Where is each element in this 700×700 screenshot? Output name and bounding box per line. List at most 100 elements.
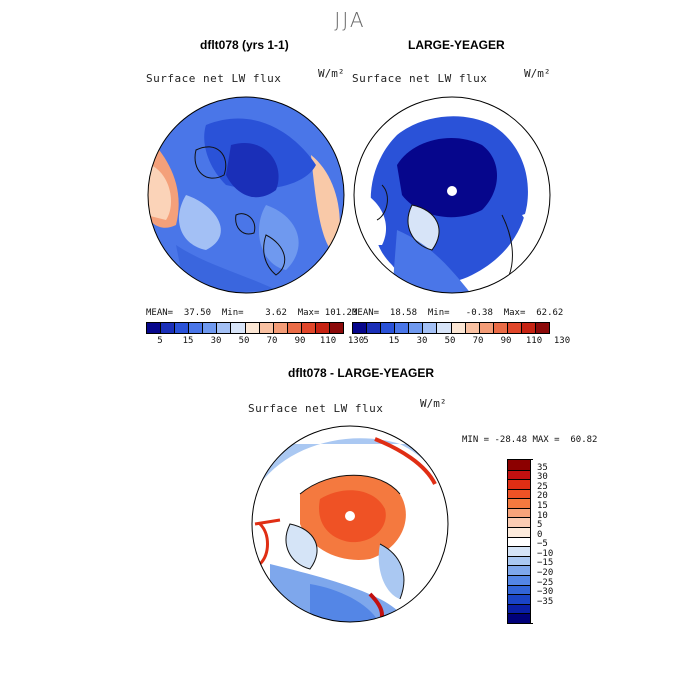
colorbar-tick-label: 50 — [238, 336, 250, 346]
panel-1-warm-region-east — [311, 155, 340, 255]
diff-panel-units: W/m² — [420, 397, 447, 410]
diff-colorbar-labels: 35 30 25 20 15 10 5 0 −5 −10 −15 −20 −25 −30 −35 — [537, 459, 577, 622]
diff-colorbar-tick-label: −25 — [537, 577, 554, 588]
diff-colorbar-cell — [507, 613, 531, 623]
diff-colorbar-cell — [507, 507, 531, 518]
panel-2-map-boundary — [353, 96, 551, 294]
diff-colorbar-cell — [507, 469, 531, 480]
diff-east-blue — [378, 544, 404, 599]
panel-1-light-region — [178, 195, 221, 250]
panel-2-units: W/m² — [524, 67, 551, 80]
colorbar-cell — [535, 323, 550, 333]
diff-colorbar-tick-label: 5 — [537, 520, 543, 531]
colorbar-cell — [329, 323, 344, 333]
diff-colorbar-tick-label: 15 — [537, 500, 548, 511]
colorbar-cell — [314, 323, 330, 333]
panel-2-polar-map — [353, 96, 551, 294]
diff-pole-hole — [345, 511, 355, 521]
panel-2-variable: Surface net LW flux — [352, 72, 488, 85]
colorbar-cell — [188, 323, 203, 333]
panel-1-title: dflt078 (yrs 1-1) — [200, 38, 289, 52]
panel-1-units: W/m² — [318, 67, 345, 80]
diff-map-boundary — [251, 425, 449, 623]
colorbar-cell — [230, 323, 245, 333]
diff-colorbar-cell — [507, 536, 531, 547]
diff-minmax: MIN = -28.48 MAX = 60.82 — [462, 435, 598, 445]
colorbar-tick-label: 130 — [347, 336, 365, 346]
diff-colorbar-tick-label: 35 — [537, 462, 548, 473]
colorbar-tick-label: 15 — [388, 336, 400, 346]
colorbar-cell — [394, 323, 409, 333]
panel-1-coastlines — [194, 146, 286, 276]
diff-colorbar-cell — [507, 498, 531, 508]
diff-atlantic-deep — [310, 584, 380, 622]
colorbar-tick-label: 90 — [294, 336, 306, 346]
colorbar-tick-label: 90 — [500, 336, 512, 346]
colorbar-cell — [300, 323, 315, 333]
panel-1-colorbar-labels: 5 15 30 50 70 90 110 130 — [146, 336, 364, 348]
colorbar-cell — [353, 323, 367, 333]
panel-2-title: LARGE-YEAGER — [408, 38, 505, 52]
diff-colorbar-tick-label: 30 — [537, 472, 548, 483]
colorbar-cell — [520, 323, 536, 333]
panel-1-map-boundary — [147, 96, 345, 294]
colorbar-cell — [160, 323, 175, 333]
panel-1-polar-map — [147, 96, 345, 294]
colorbar-tick-label: 70 — [472, 336, 484, 346]
colorbar-tick-label: 5 — [363, 336, 369, 346]
diff-warm-coast-north — [374, 437, 437, 485]
diff-polar-map — [251, 425, 449, 623]
colorbar-cell — [478, 323, 493, 333]
diff-colorbar-tick-label: −5 — [537, 539, 548, 550]
colorbar-cell — [366, 323, 381, 333]
panel-2-colorbar-labels: 5 15 30 50 70 90 110 130 — [352, 336, 570, 348]
season-title: JJA — [334, 8, 366, 32]
diff-colorbar-cell — [507, 594, 531, 604]
colorbar-cell — [174, 323, 189, 333]
diff-colorbar — [507, 459, 533, 624]
diff-colorbar-cell — [507, 517, 531, 528]
colorbar-cell — [286, 323, 301, 333]
panel-2-pole-hole — [447, 186, 457, 196]
diff-colorbar-tick-label: −10 — [537, 548, 554, 559]
colorbar-tick-label: 5 — [157, 336, 163, 346]
colorbar-tick-label: 70 — [266, 336, 278, 346]
colorbar-tick-label: 110 — [525, 336, 543, 346]
colorbar-cell — [506, 323, 521, 333]
colorbar-cell — [436, 323, 451, 333]
diff-warm-coast — [254, 518, 281, 566]
panel-2-stats: MEAN= 18.58 Min= -0.38 Max= 62.62 — [352, 308, 564, 318]
diff-panel-title: dflt078 - LARGE-YEAGER — [288, 366, 435, 380]
colorbar-cell — [464, 323, 479, 333]
diff-colorbar-tick-label: −15 — [537, 558, 554, 569]
panel-1-stats: MEAN= 37.50 Min= 3.62 Max= 101.23 — [146, 308, 358, 318]
colorbar-cell — [492, 323, 507, 333]
diff-colorbar-cell — [507, 574, 531, 585]
diff-colorbar-tick-label: −35 — [537, 596, 554, 607]
colorbar-cell — [202, 323, 217, 333]
diff-colorbar-cell — [507, 546, 531, 556]
colorbar-cell — [216, 323, 231, 333]
colorbar-cell — [258, 323, 273, 333]
diff-colorbar-tick-label: −20 — [537, 568, 554, 579]
diff-colorbar-cell — [507, 603, 531, 614]
diff-colorbar-cell — [507, 479, 531, 489]
diff-colorbar-cell — [507, 488, 531, 499]
colorbar-tick-label: 130 — [553, 336, 571, 346]
panel-2-greenland — [408, 205, 440, 250]
colorbar-tick-label: 50 — [444, 336, 456, 346]
panel-1-pale-region-west — [148, 165, 171, 220]
diff-colorbar-tick-label: −30 — [537, 587, 554, 598]
panel-1-medium-region — [258, 205, 299, 270]
diff-panel-variable: Surface net LW flux — [248, 402, 384, 415]
panel-2-darkest-core — [397, 137, 497, 218]
diff-colorbar-cell — [507, 527, 531, 537]
panel-1-darkest-core — [226, 143, 279, 198]
colorbar-cell — [380, 323, 395, 333]
panel-1-variable: Surface net LW flux — [146, 72, 282, 85]
diff-colorbar-tick-label: 0 — [537, 529, 543, 540]
colorbar-cell — [244, 323, 259, 333]
diff-colorbar-cell — [507, 460, 531, 470]
diff-colorbar-tick-label: 10 — [537, 510, 548, 521]
colorbar-tick-label: 30 — [416, 336, 428, 346]
